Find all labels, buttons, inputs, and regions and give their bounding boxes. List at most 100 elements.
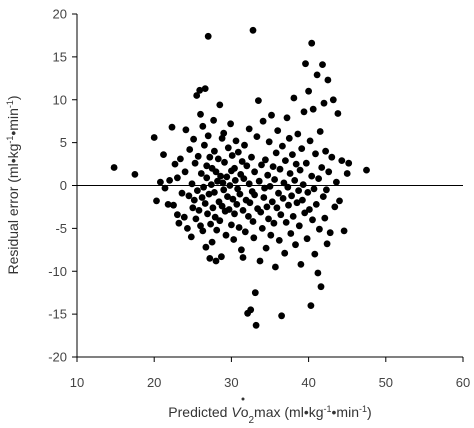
data-point (282, 219, 290, 226)
data-point (312, 150, 319, 158)
data-point (250, 234, 258, 242)
data-point (206, 255, 214, 262)
data-point (279, 195, 287, 202)
data-point (212, 257, 220, 265)
data-point (218, 134, 226, 142)
data-point (333, 178, 340, 186)
data-point (311, 250, 319, 258)
data-point (323, 186, 330, 194)
data-point (338, 157, 346, 165)
y-axis-ticks: 20 15 10 5 0 -5 -10 -15 -20 (48, 7, 77, 365)
data-point (269, 163, 277, 171)
data-point (228, 221, 235, 229)
data-point (259, 117, 267, 125)
data-point (313, 71, 321, 79)
data-point (309, 216, 316, 224)
data-point (314, 269, 322, 277)
data-point (228, 152, 236, 159)
vdot-mark (241, 397, 245, 401)
data-point (274, 127, 282, 134)
data-point (310, 185, 318, 193)
data-point (253, 133, 261, 141)
data-point (238, 158, 246, 165)
data-point (251, 191, 258, 199)
data-point (209, 204, 217, 212)
data-point (316, 225, 323, 233)
data-point (216, 217, 224, 225)
data-point (174, 174, 181, 182)
data-point (255, 97, 262, 104)
data-point (272, 263, 279, 271)
data-point (255, 177, 263, 185)
data-point (331, 203, 339, 211)
data-point (197, 110, 204, 118)
data-point (174, 211, 181, 219)
data-point (239, 207, 247, 214)
data-point (265, 215, 272, 223)
data-point (292, 160, 300, 168)
data-point (187, 233, 195, 241)
data-point (240, 175, 248, 183)
data-point (268, 111, 275, 119)
data-point (241, 228, 249, 236)
data-point (171, 160, 179, 168)
data-point (299, 181, 307, 189)
data-point (191, 159, 199, 167)
data-point (186, 146, 194, 153)
y-axis-label: Residual error (ml•kg-1•min-1) (5, 95, 21, 274)
data-point (247, 306, 255, 314)
data-point (343, 170, 351, 177)
data-point (225, 206, 233, 213)
data-point (298, 145, 306, 153)
data-point (287, 230, 295, 237)
y-tick-label: 10 (53, 92, 67, 107)
data-point (218, 253, 225, 261)
data-point (284, 183, 292, 191)
data-point (150, 134, 158, 141)
data-point (153, 197, 160, 205)
data-point (161, 184, 169, 192)
data-point (286, 170, 294, 177)
data-point (221, 158, 228, 166)
data-point (220, 129, 228, 137)
data-point (321, 214, 329, 222)
data-point (205, 190, 213, 198)
data-point (271, 176, 278, 183)
data-point (315, 175, 322, 183)
data-point (190, 196, 198, 204)
data-point (258, 161, 265, 169)
data-point (248, 153, 255, 161)
data-point (290, 94, 298, 102)
data-point (185, 192, 193, 200)
data-point (309, 105, 317, 113)
data-point (265, 138, 273, 146)
data-point (229, 195, 237, 203)
data-point (217, 172, 225, 180)
data-point (302, 159, 310, 167)
data-point (262, 244, 270, 252)
data-point (177, 155, 184, 163)
data-point (194, 152, 202, 160)
data-point (289, 151, 296, 159)
data-point (308, 172, 316, 180)
data-point (336, 197, 343, 205)
data-point (304, 189, 312, 196)
data-point (285, 134, 293, 142)
x-tick-label: 10 (70, 375, 84, 390)
data-point (193, 92, 201, 99)
data-point (214, 155, 222, 163)
data-point (281, 249, 289, 257)
data-point (316, 128, 324, 135)
data-point (245, 125, 253, 133)
data-point (181, 168, 189, 176)
data-point (194, 187, 201, 195)
data-point (282, 157, 289, 165)
data-point (189, 204, 197, 212)
data-point (258, 225, 266, 232)
data-point (319, 193, 327, 201)
x-axis-label: Predicted Vo2max (ml•kg-1•min-1) (168, 404, 371, 426)
data-point (257, 208, 265, 216)
data-point (303, 235, 311, 243)
y-tick-label: -5 (55, 221, 67, 236)
data-point (188, 180, 196, 188)
